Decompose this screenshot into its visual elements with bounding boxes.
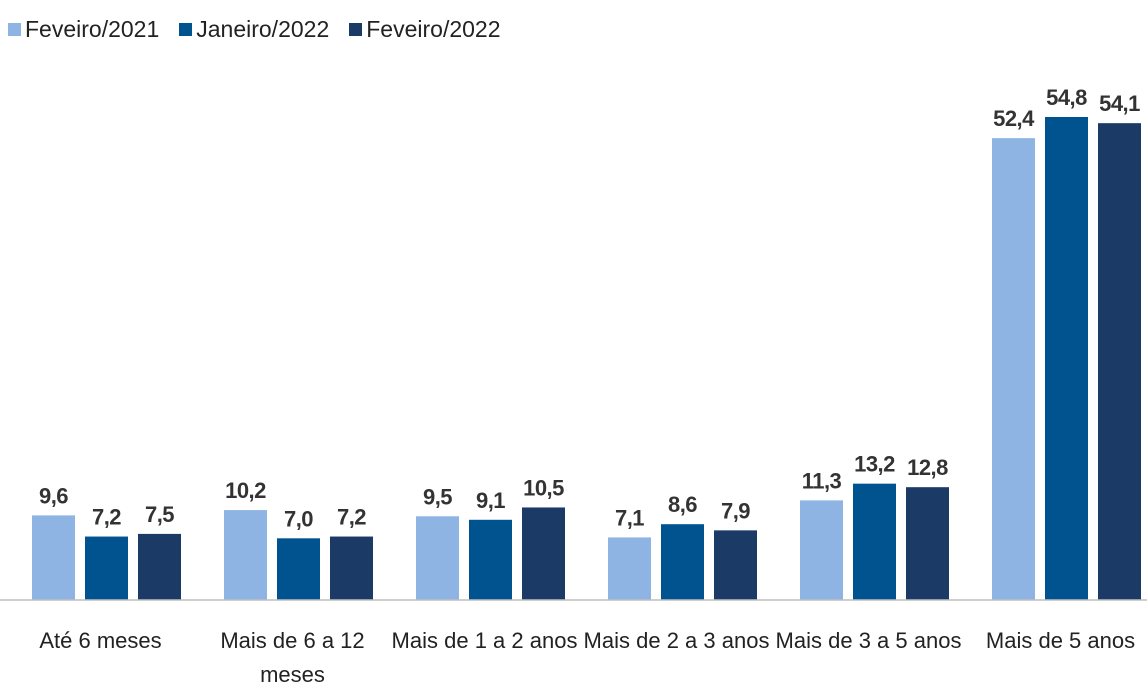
bar	[416, 516, 459, 600]
x-tick-label: Mais de 3 a 5 anos	[775, 628, 962, 653]
bar	[32, 515, 75, 600]
x-tick-label: Mais de 6 a 12 meses	[220, 628, 365, 687]
bar	[661, 524, 704, 600]
x-tick-label: Mais de 2 a 3 anos	[583, 628, 770, 653]
legend-swatch	[8, 23, 21, 36]
value-label: 7,0	[284, 506, 313, 531]
legend-swatch	[349, 23, 363, 36]
value-label: 10,5	[523, 475, 564, 500]
value-label: 54,1	[1099, 91, 1140, 116]
value-label: 8,6	[668, 492, 697, 517]
value-label: 54,8	[1046, 85, 1087, 110]
bar	[277, 538, 320, 600]
legend-label: Feveiro/2022	[366, 16, 501, 42]
value-label: 11,3	[802, 468, 842, 493]
bar	[522, 507, 565, 600]
legend-item: Janeiro/2022	[179, 16, 329, 43]
x-tick-label: Mais de 5 anos	[985, 628, 1136, 653]
value-label: 9,5	[423, 484, 452, 509]
legend-label: Feveiro/2021	[25, 16, 160, 42]
x-tick-label: Até 6 meses	[39, 628, 162, 653]
legend: Feveiro/2021 Janeiro/2022 Feveiro/2022	[8, 16, 501, 43]
bar	[992, 138, 1035, 600]
bar	[469, 519, 512, 600]
value-label: 7,2	[337, 505, 366, 530]
bar	[1098, 123, 1141, 600]
legend-item: Feveiro/2022	[349, 16, 501, 43]
value-label: 52,4	[993, 106, 1035, 131]
value-label: 9,1	[476, 488, 505, 513]
bar	[330, 536, 373, 600]
legend-label: Janeiro/2022	[196, 16, 330, 42]
value-label: 13,2	[854, 452, 895, 477]
bar	[714, 530, 757, 600]
x-tick-label: Mais de 1 a 2 anos	[391, 628, 578, 653]
value-label: 9,6	[39, 483, 68, 508]
value-label: 10,2	[225, 478, 266, 503]
bar	[138, 533, 181, 600]
bar	[800, 500, 843, 600]
legend-swatch	[179, 23, 193, 36]
value-label: 7,9	[721, 498, 750, 523]
bar	[853, 483, 896, 600]
legend-item: Feveiro/2021	[8, 16, 159, 43]
value-label: 7,2	[92, 505, 121, 530]
value-label: 7,5	[145, 502, 174, 527]
value-label: 7,1	[615, 505, 644, 530]
bar	[608, 537, 651, 600]
value-label: 12,8	[907, 455, 948, 480]
bar	[1045, 117, 1088, 600]
bar	[906, 487, 949, 600]
bar	[224, 510, 267, 600]
bar	[85, 536, 128, 600]
